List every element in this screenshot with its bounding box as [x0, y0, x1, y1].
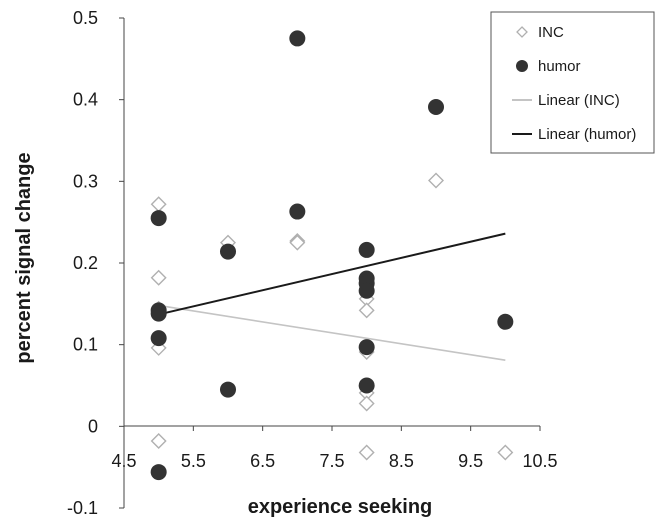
- y-tick-label: 0.2: [73, 253, 98, 273]
- y-tick-label: -0.1: [67, 498, 98, 518]
- trendline-linear-inc: [158, 304, 506, 361]
- y-tick-label: 0.4: [73, 90, 98, 110]
- x-axis-tick-labels: 4.5 5.5 6.5 7.5 8.5 9.5 10.5: [111, 426, 558, 471]
- data-point-humor: [150, 330, 167, 347]
- data-point-humor: [428, 99, 444, 116]
- y-tick-label: 0.1: [73, 335, 98, 355]
- data-point-inc: [150, 196, 167, 213]
- legend-label: INC: [538, 24, 564, 41]
- data-point-inc: [150, 433, 167, 450]
- legend-item-humor: humor: [516, 58, 581, 75]
- data-point-humor: [497, 313, 514, 330]
- y-tick-label: 0.3: [73, 171, 98, 191]
- x-axis-title: experience seeking: [248, 496, 433, 518]
- x-tick-label: 7.5: [319, 451, 344, 471]
- data-point-humor: [358, 377, 375, 394]
- data-point-inc: [428, 172, 444, 189]
- data-point-inc: [289, 234, 306, 251]
- data-point-humor: [150, 464, 167, 481]
- data-point-humor: [220, 381, 236, 398]
- data-point-inc: [150, 269, 167, 286]
- legend-label: Linear (humor): [538, 126, 636, 143]
- trendline-linear-humor: [158, 232, 506, 316]
- x-tick-label: 9.5: [458, 451, 483, 471]
- data-point-humor: [150, 305, 167, 322]
- data-point-humor: [358, 241, 375, 258]
- data-point-humor: [289, 30, 306, 47]
- data-point-humor: [358, 339, 375, 356]
- trendlines: [158, 232, 506, 361]
- legend-box: [490, 11, 655, 154]
- y-axis-tick-labels: -0.1 0 0.1 0.2 0.3 0.4 0.5: [67, 8, 124, 518]
- data-point-humor: [220, 243, 236, 260]
- y-tick-label: 0: [88, 416, 98, 436]
- data-points: [150, 30, 514, 481]
- x-tick-label: 10.5: [522, 451, 557, 471]
- legend-label: humor: [538, 58, 581, 75]
- legend-item-linear-humor: Linear (humor): [512, 126, 636, 143]
- data-point-humor: [358, 282, 375, 299]
- data-point-inc: [358, 444, 375, 461]
- x-tick-label: 8.5: [389, 451, 414, 471]
- legend-item-inc: INC: [516, 24, 564, 41]
- legend: INC humor Linear (INC) Linear (humor): [490, 11, 655, 154]
- legend-marker-diamond-icon: [516, 26, 528, 38]
- legend-label: Linear (INC): [538, 92, 620, 109]
- data-point-humor: [150, 210, 167, 227]
- x-tick-label: 6.5: [250, 451, 275, 471]
- legend-item-linear-inc: Linear (INC): [512, 92, 620, 109]
- data-point-humor: [289, 203, 306, 220]
- data-point-inc: [358, 395, 375, 412]
- x-tick-label: 5.5: [181, 451, 206, 471]
- y-tick-label: 0.5: [73, 8, 98, 28]
- y-axis-title: percent signal change: [13, 152, 35, 363]
- legend-marker-circle-icon: [516, 60, 528, 72]
- data-point-inc: [497, 444, 514, 461]
- data-point-inc: [358, 302, 375, 319]
